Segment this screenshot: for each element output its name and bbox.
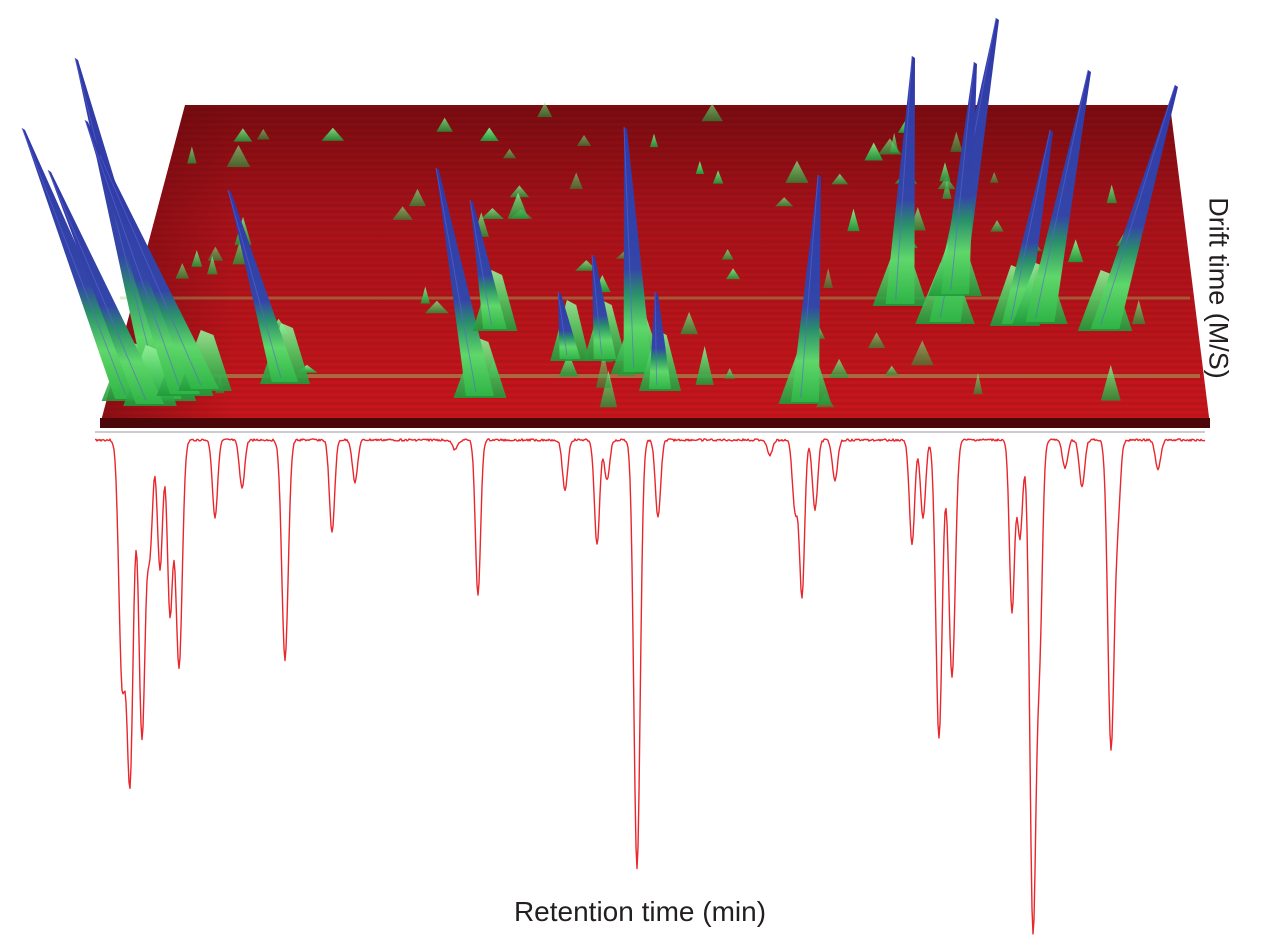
minor-peak <box>724 368 735 379</box>
minor-peak <box>950 131 963 152</box>
minor-peak <box>575 260 598 271</box>
minor-peak <box>775 197 794 207</box>
chromatogram <box>94 431 1206 935</box>
major-peak-spike <box>436 168 494 396</box>
minor-peak <box>481 208 504 220</box>
minor-peak <box>831 173 849 185</box>
minor-peak <box>479 127 499 142</box>
minor-peak <box>420 286 430 304</box>
major-peak-spike <box>558 292 581 359</box>
major-peak-spike <box>592 255 617 359</box>
minor-peak <box>725 268 741 280</box>
minor-peak <box>558 353 579 377</box>
minor-peak <box>910 340 934 366</box>
minor-peak <box>569 172 583 189</box>
minor-peak <box>207 255 218 275</box>
minor-peak <box>701 103 723 122</box>
minor-peak <box>1100 364 1121 401</box>
minor-peak <box>989 172 999 183</box>
minor-peak <box>509 185 530 198</box>
minor-peak <box>207 246 224 261</box>
major-peak-spike <box>48 170 165 404</box>
minor-peak <box>695 161 705 175</box>
minor-peak <box>721 249 734 260</box>
major-peak-spike <box>228 190 299 382</box>
major-peak-spike <box>623 127 653 372</box>
minor-peak <box>537 102 553 118</box>
major-peak-spike <box>648 292 672 389</box>
minor-peak <box>695 346 714 385</box>
minor-peak <box>785 160 809 183</box>
minor-peak <box>939 162 951 182</box>
minor-peak <box>884 365 899 376</box>
minor-peak <box>867 332 886 349</box>
minor-peak <box>712 170 724 184</box>
minor-peak <box>596 352 612 388</box>
minor-peak <box>680 311 698 335</box>
x-axis-label: Retention time (min) <box>513 896 767 927</box>
major-peaks <box>21 17 1178 406</box>
chromatogram-trace <box>94 438 1206 935</box>
minor-peak <box>1132 299 1146 325</box>
minor-peak <box>408 188 427 207</box>
minor-peak <box>937 176 956 190</box>
minor-peak <box>847 208 860 232</box>
minor-peak <box>823 268 833 288</box>
minor-peak <box>226 145 251 167</box>
minor-peak <box>878 138 902 155</box>
minor-peak <box>187 146 197 164</box>
minor-peak <box>392 206 413 220</box>
minor-peak <box>576 134 592 146</box>
minor-peak <box>191 250 203 267</box>
minor-peak <box>1106 184 1117 204</box>
minor-peak <box>256 129 270 140</box>
y-axis-label: Drift time (M/S) <box>1203 197 1234 379</box>
minor-peak <box>829 358 850 378</box>
minor-peak <box>864 142 883 161</box>
minor-peak <box>990 220 1004 232</box>
minor-peak <box>436 117 453 132</box>
minor-peak <box>649 133 659 148</box>
major-peak-spike <box>470 200 507 329</box>
minor-peak <box>973 372 983 395</box>
minor-peak <box>1068 239 1084 263</box>
minor-peak <box>175 263 190 279</box>
major-peak-spike <box>100 155 220 389</box>
minor-peak <box>507 192 529 219</box>
minor-peak <box>502 148 517 159</box>
minor-peak <box>321 127 345 141</box>
minor-peak <box>424 300 449 314</box>
minor-peak <box>942 179 952 199</box>
minor-peak <box>233 128 253 142</box>
surface-plane <box>100 105 1210 428</box>
minor-peak <box>599 370 618 408</box>
